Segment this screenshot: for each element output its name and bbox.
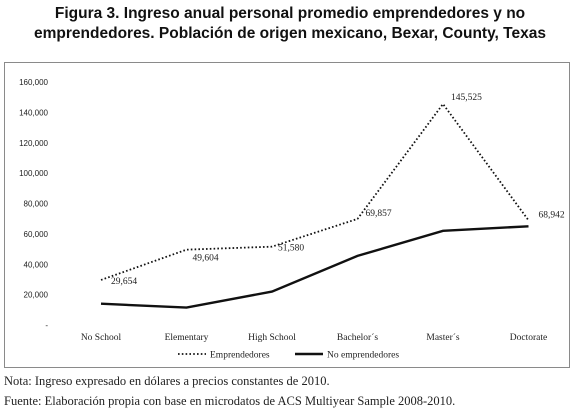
- y-tick-label: 40,000: [24, 260, 49, 269]
- data-label: 51,580: [278, 244, 304, 254]
- x-category-label: Doctorate: [510, 333, 547, 343]
- chart-frame: [4, 62, 570, 368]
- data-label: 49,604: [193, 254, 219, 264]
- note-text: Nota: Ingreso expresado en dólares a pre…: [4, 374, 330, 388]
- y-tick-label: 20,000: [24, 291, 49, 300]
- series-line-emprendedores: [100, 102, 530, 281]
- y-tick-label: 100,000: [19, 169, 48, 178]
- chart-title-line-2: emprendedores. Población de origen mexic…: [34, 25, 546, 42]
- y-tick-label: 160,000: [19, 78, 48, 87]
- x-category-label: Bachelor´s: [337, 332, 378, 343]
- data-label: 29,654: [111, 277, 137, 287]
- y-tick-label: -: [45, 321, 48, 330]
- data-label: 69,857: [366, 209, 392, 219]
- x-category-label: No School: [81, 333, 122, 343]
- y-tick-label: 60,000: [24, 230, 49, 239]
- legend-label-emprendedores: Emprendedores: [210, 351, 270, 361]
- x-category-label: High School: [248, 333, 296, 343]
- data-label: 68,942: [539, 210, 565, 220]
- series-line-no-emprendedores: [100, 225, 529, 309]
- legend-label-no-emprendedores: No emprendedores: [327, 351, 399, 361]
- chart-title-line-1: Figura 3. Ingreso anual personal promedi…: [54, 5, 526, 22]
- y-tick-label: 80,000: [24, 200, 49, 209]
- y-tick-label: 120,000: [19, 139, 48, 148]
- x-category-label: Elementary: [165, 333, 209, 343]
- x-category-label: Master´s: [426, 332, 460, 343]
- chart-title: Figura 3. Ingreso anual personal promedi…: [0, 4, 580, 44]
- data-label: 145,525: [451, 93, 482, 103]
- source-text: Fuente: Elaboración propia con base en m…: [4, 394, 456, 408]
- y-tick-label: 140,000: [19, 108, 48, 117]
